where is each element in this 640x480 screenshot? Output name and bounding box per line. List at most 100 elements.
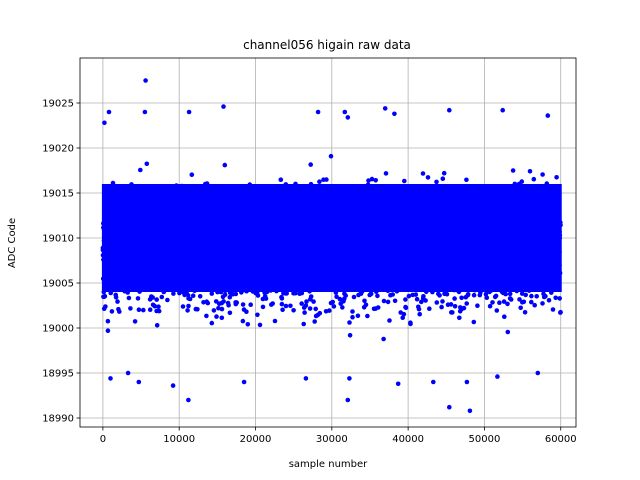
- data-point: [241, 287, 246, 293]
- y-axis-label: ADC Code: [7, 218, 18, 268]
- data-point: [105, 225, 110, 230]
- data-point: [301, 229, 307, 235]
- data-point: [417, 311, 423, 317]
- data-point: [212, 194, 217, 199]
- data-point: [193, 240, 198, 246]
- data-point: [402, 178, 407, 184]
- data-point: [351, 209, 357, 215]
- data-point: [237, 236, 243, 242]
- data-point: [135, 287, 141, 292]
- data-point: [291, 308, 296, 313]
- data-point: [385, 299, 391, 305]
- data-point: [123, 215, 129, 221]
- data-point: [197, 256, 202, 262]
- data-point: [358, 239, 364, 245]
- data-point: [554, 267, 560, 273]
- data-point: [405, 213, 411, 219]
- data-point: [100, 252, 106, 258]
- data-point: [117, 229, 123, 234]
- data-point: [186, 204, 192, 210]
- data-point: [413, 228, 419, 234]
- data-point: [302, 249, 307, 255]
- data-point: [181, 266, 187, 271]
- data-point: [283, 254, 289, 259]
- data-point: [480, 199, 486, 205]
- data-point: [313, 278, 319, 284]
- data-point: [177, 278, 183, 284]
- data-point: [526, 262, 532, 267]
- data-point: [326, 187, 332, 192]
- data-point: [514, 241, 519, 247]
- data-point: [521, 274, 527, 280]
- data-point: [207, 276, 213, 282]
- data-point: [452, 250, 458, 255]
- data-point: [156, 304, 161, 310]
- data-point: [214, 314, 219, 319]
- data-point: [353, 284, 359, 290]
- data-point: [282, 207, 288, 212]
- data-point: [231, 202, 237, 207]
- data-point: [504, 278, 510, 284]
- data-point: [185, 308, 190, 313]
- chart-title: channel056 higain raw data: [243, 38, 411, 52]
- data-point: [360, 226, 365, 231]
- data-point: [379, 225, 384, 231]
- data-point: [101, 225, 106, 230]
- data-point: [171, 291, 176, 296]
- data-point: [187, 238, 193, 244]
- data-point: [495, 267, 501, 273]
- data-point: [272, 318, 278, 324]
- data-point: [489, 211, 495, 217]
- data-point: [251, 219, 256, 224]
- data-point: [288, 303, 293, 309]
- data-point: [391, 264, 397, 270]
- data-point: [233, 301, 239, 307]
- data-point: [145, 244, 151, 249]
- data-point: [414, 267, 420, 273]
- data-point: [421, 202, 427, 207]
- data-point: [171, 254, 176, 259]
- data-point: [456, 288, 461, 294]
- data-point: [329, 234, 335, 240]
- data-point: [495, 207, 501, 212]
- data-point: [193, 211, 199, 217]
- data-point: [223, 270, 229, 275]
- data-point: [302, 310, 307, 315]
- data-point: [243, 225, 248, 231]
- data-point: [220, 265, 226, 270]
- data-point: [138, 235, 144, 240]
- data-point: [317, 310, 323, 316]
- data-point: [263, 285, 269, 291]
- data-point: [346, 216, 352, 222]
- data-point: [198, 206, 203, 212]
- data-point: [270, 280, 276, 286]
- data-point: [300, 257, 305, 263]
- data-point: [509, 276, 515, 281]
- data-point: [108, 284, 114, 290]
- data-point: [550, 307, 556, 312]
- data-point: [115, 299, 120, 304]
- data-point: [435, 232, 440, 237]
- data-point: [225, 216, 231, 221]
- data-point: [122, 206, 127, 212]
- data-point: [247, 267, 253, 273]
- data-point: [187, 231, 193, 236]
- data-point: [312, 319, 318, 324]
- data-point: [209, 210, 214, 216]
- data-point: [434, 300, 440, 305]
- data-point: [454, 282, 460, 287]
- data-point: [436, 243, 441, 249]
- data-point: [374, 252, 380, 258]
- data-point: [407, 198, 412, 204]
- data-point: [210, 224, 215, 229]
- data-point: [318, 233, 323, 238]
- data-point: [456, 221, 462, 226]
- data-point: [403, 259, 408, 265]
- data-point: [196, 264, 202, 269]
- data-point: [476, 205, 481, 210]
- data-point: [303, 201, 309, 207]
- data-point: [533, 278, 539, 284]
- data-point: [310, 271, 316, 277]
- data-point: [143, 267, 148, 273]
